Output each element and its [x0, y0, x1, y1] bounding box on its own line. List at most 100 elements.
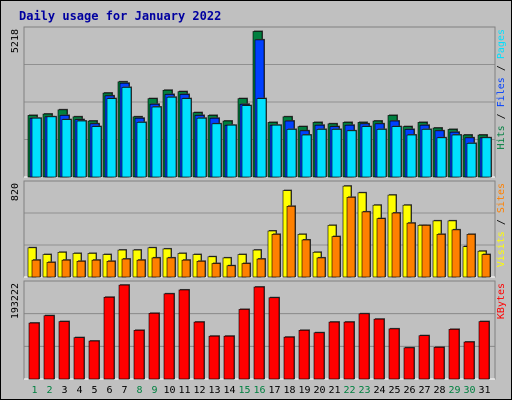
bar-kbytes-kbytes-day-8 [133, 329, 145, 380]
panel-visits-ymax-label: 820 [10, 183, 21, 201]
day-label-17: 17 [268, 385, 280, 396]
bar-visits-sites-day-4-face [76, 260, 86, 278]
bar-traffic-pages-day-1-face [31, 117, 42, 178]
panel-kbytes-legend: KBytes [496, 283, 507, 319]
bar-traffic-pages-day-25 [391, 125, 402, 178]
bar-traffic-pages-day-19-face [301, 134, 312, 178]
bar-visits-sites-day-15-face [241, 263, 251, 278]
bar-kbytes-kbytes-day-30 [463, 341, 475, 380]
bar-kbytes-kbytes-day-24-face [373, 318, 385, 380]
bar-visits-sites-day-10-face [166, 257, 176, 278]
bar-traffic-pages-day-10 [166, 96, 177, 178]
bar-kbytes-kbytes-day-18-face [283, 336, 295, 380]
day-label-31: 31 [478, 385, 490, 396]
bar-visits-sites-day-13 [211, 262, 221, 278]
bar-kbytes-kbytes-day-28 [433, 346, 445, 380]
bar-traffic-pages-day-31-face [481, 137, 492, 178]
bar-kbytes-kbytes-day-7 [118, 284, 130, 380]
bar-traffic-pages-day-1 [31, 117, 42, 178]
day-label-10: 10 [163, 385, 175, 396]
bar-kbytes-kbytes-day-26-face [403, 347, 415, 380]
bar-traffic-pages-day-7 [121, 86, 132, 178]
bar-visits-sites-day-1-face [31, 259, 41, 278]
bar-traffic-pages-day-9-face [151, 106, 162, 178]
bar-kbytes-kbytes-day-11 [178, 288, 190, 380]
bar-traffic-pages-day-11-face [181, 98, 192, 178]
day-label-26: 26 [403, 385, 415, 396]
bar-kbytes-kbytes-day-6-face [103, 296, 115, 380]
bar-visits-sites-day-30-face [466, 234, 476, 278]
day-label-15: 15 [238, 385, 250, 396]
day-label-11: 11 [178, 385, 190, 396]
bar-traffic-pages-day-22 [346, 129, 357, 178]
day-label-7: 7 [121, 385, 127, 396]
bar-traffic-pages-day-20-face [316, 129, 327, 178]
bar-kbytes-kbytes-day-1-face [28, 322, 40, 380]
bar-traffic-pages-day-10-face [166, 96, 177, 178]
bar-visits-sites-day-6 [106, 260, 116, 278]
bar-kbytes-kbytes-day-20-face [313, 332, 325, 380]
bar-kbytes-kbytes-day-31 [478, 320, 490, 380]
bar-visits-sites-day-12 [196, 260, 206, 278]
bar-traffic-pages-day-17 [271, 124, 282, 178]
bar-traffic-pages-day-28 [436, 136, 447, 178]
bar-kbytes-kbytes-day-8-face [133, 330, 145, 380]
bar-visits-sites-day-23-face [361, 211, 371, 278]
bar-kbytes-kbytes-day-13 [208, 335, 220, 380]
bar-traffic-pages-day-3 [61, 118, 72, 178]
bar-traffic-pages-day-21-face [331, 129, 342, 178]
bar-kbytes-kbytes-day-2 [43, 314, 55, 380]
panels-layer: 5218 Hits / Files / Pages 820 Visits / Site… [10, 26, 507, 380]
bar-traffic-pages-day-12-face [196, 117, 207, 178]
bar-traffic-pages-day-20 [316, 128, 327, 178]
chart-title: Daily usage for January 2022 [19, 9, 221, 23]
bar-traffic-pages-day-11 [181, 97, 192, 178]
day-label-28: 28 [433, 385, 445, 396]
bar-kbytes-kbytes-day-22 [343, 321, 355, 380]
bar-kbytes-kbytes-day-20 [313, 331, 325, 380]
bar-kbytes-kbytes-day-30-face [463, 341, 475, 380]
bar-kbytes-kbytes-day-14 [223, 335, 235, 380]
panel-traffic-ymax-label: 5218 [10, 29, 21, 53]
bar-kbytes-kbytes-day-21-face [328, 321, 340, 380]
bar-traffic-pages-day-30 [466, 142, 477, 178]
bar-traffic-pages-day-4 [76, 120, 87, 178]
day-label-1: 1 [31, 385, 37, 396]
bar-kbytes-kbytes-day-31-face [478, 321, 490, 380]
bar-visits-sites-day-28-face [436, 234, 446, 278]
bar-traffic-pages-day-14-face [226, 124, 237, 178]
bar-visits-sites-day-31-face [481, 254, 491, 278]
bar-traffic-pages-day-23 [361, 125, 372, 178]
bar-visits-sites-day-7 [121, 258, 131, 278]
bar-traffic-pages-day-16-face [256, 98, 267, 178]
bar-traffic-pages-day-12 [196, 117, 207, 178]
bar-visits-sites-day-27-face [421, 225, 431, 278]
bar-traffic-pages-day-21 [331, 128, 342, 178]
bar-visits-sites-day-20-face [316, 257, 326, 278]
bar-traffic-pages-day-2-face [46, 116, 57, 178]
bar-visits-sites-day-12-face [196, 260, 206, 278]
day-label-30: 30 [463, 385, 475, 396]
bar-traffic-pages-day-26-face [406, 134, 417, 178]
bar-kbytes-kbytes-day-9 [148, 312, 160, 380]
day-label-2: 2 [46, 385, 52, 396]
bar-visits-sites-day-21-face [331, 236, 341, 278]
day-label-6: 6 [106, 385, 112, 396]
legend-traffic-1: / [496, 107, 507, 125]
bar-visits-sites-day-24-face [376, 218, 386, 278]
bar-kbytes-kbytes-day-6 [103, 296, 115, 380]
bar-kbytes-kbytes-day-10 [163, 292, 175, 380]
bar-visits-sites-day-13-face [211, 263, 221, 278]
bar-traffic-pages-day-15-face [241, 105, 252, 178]
bar-kbytes-kbytes-day-7-face [118, 284, 130, 380]
bar-visits-sites-day-19 [301, 238, 311, 278]
legend-traffic-4: Pages [496, 29, 507, 59]
bar-kbytes-kbytes-day-3 [58, 320, 70, 380]
day-label-12: 12 [193, 385, 205, 396]
bar-visits-sites-day-9-face [151, 257, 161, 278]
panel-traffic: 5218 Hits / Files / Pages [10, 26, 507, 178]
bar-visits-sites-day-24 [376, 217, 386, 278]
bar-visits-sites-day-22-face [346, 197, 356, 278]
bar-kbytes-kbytes-day-27 [418, 334, 430, 380]
